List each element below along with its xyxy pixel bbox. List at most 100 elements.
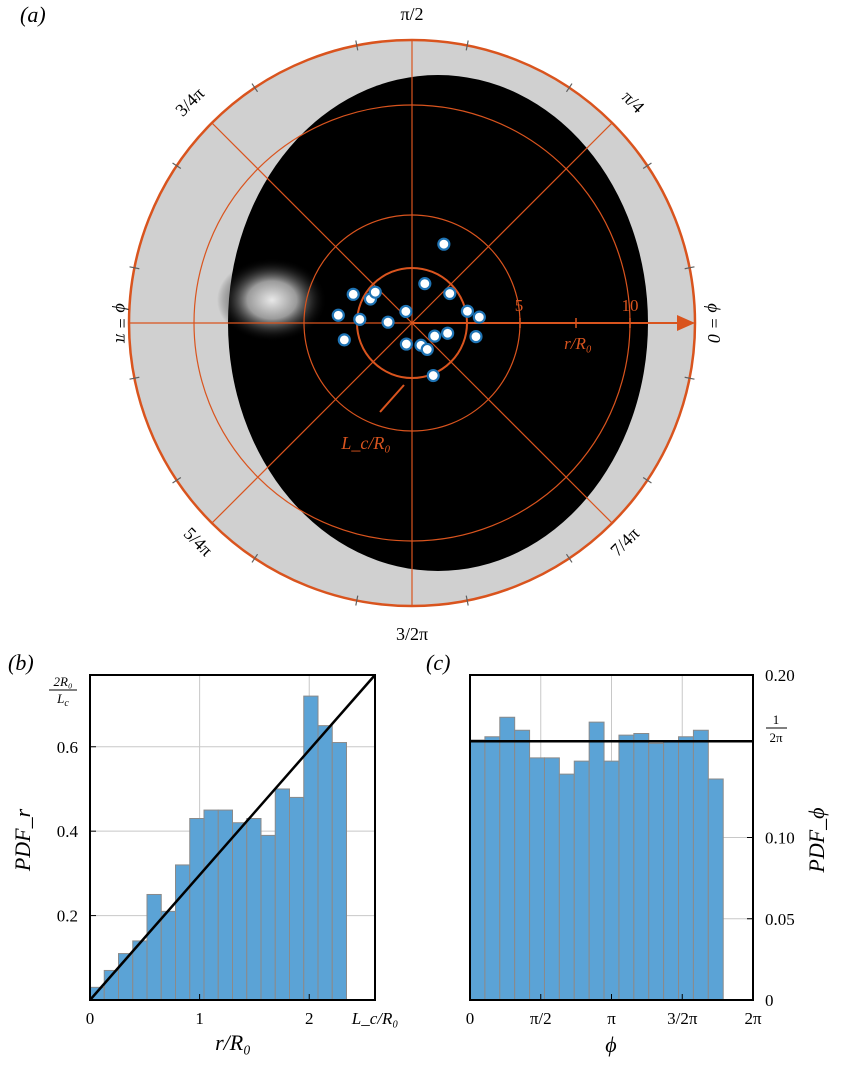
panel-c-bar-4 (529, 757, 545, 1001)
capture-radius-pointer (379, 384, 405, 413)
panel-c-ytick-label-2: 0.10 (765, 829, 795, 848)
panel-b-ytick-label-2: 0.6 (57, 738, 78, 757)
panel-b-ylabel: PDF_r (10, 808, 35, 872)
panel-b-reference-line (89, 674, 376, 1001)
outer-tick-13 (565, 553, 573, 563)
angle-label-phi-0: ϕ = 0 (704, 303, 724, 342)
particle-marker-7 (353, 312, 367, 326)
panel-c-xlabel: ϕ (605, 1032, 616, 1057)
panel-b-bar-4 (146, 893, 162, 1001)
panel-c-xtick-label-4: 2π (744, 1009, 762, 1028)
capture-radius-label: L_c/R₀ (340, 433, 390, 453)
panel-b-xtick-label-3: L_c/R₀ (351, 1009, 399, 1028)
angle-label-pi-over-4: π/4 (618, 87, 648, 117)
spoke-5 (211, 322, 413, 524)
panel-b-bar-6 (175, 864, 191, 1001)
radial-tick-label-5: 5 (515, 296, 524, 315)
panel-b-ytick-label-0: 0.2 (57, 907, 78, 926)
bright-spot (217, 258, 327, 342)
panel-c-bar-9 (603, 760, 620, 1001)
panel-b-xtick-label-1: 1 (195, 1009, 204, 1028)
outer-tick-marks (129, 40, 695, 606)
panel-c-y-ticks: 0 0.05 0.10 0.20 (747, 666, 795, 1010)
panel-c-ytick-label-0: 0 (765, 991, 774, 1010)
outer-tick-2 (565, 83, 573, 93)
panel-b-bar-7 (189, 818, 205, 1001)
panel-b-frame (89, 674, 376, 1001)
particle-marker-14 (399, 337, 413, 351)
outer-tick-1 (642, 162, 652, 170)
panel-b-x-ticks: 0 1 2 L_c/R₀ (86, 994, 399, 1028)
panel-b-bar-5 (160, 910, 176, 1001)
particle-marker-0 (418, 277, 432, 291)
panel-c-ref-label-numerator: 1 (773, 712, 780, 727)
particle-marker-16 (420, 342, 434, 357)
outer-tick-8 (129, 376, 140, 380)
panel-b-bar-11 (246, 818, 262, 1001)
angle-label-pi-over-2: π/2 (400, 4, 423, 24)
particle-marker-3 (346, 287, 360, 301)
panel-c-xtick-label-3: 3/2π (667, 1009, 698, 1028)
spoke-7 (411, 322, 613, 524)
panel-c-bar-5 (543, 757, 560, 1001)
panel-c-ref-label-denominator: 2π (769, 730, 783, 745)
panel-c-xtick-label-1: π/2 (530, 1009, 552, 1028)
panel-c-bar-11 (633, 733, 650, 1001)
panel-c-x-ticks: 0 π/2 π 3/2π 2π (466, 994, 762, 1028)
radial-axis-label: r/R₀ (564, 334, 592, 353)
panel-b-bar-17 (331, 742, 347, 1001)
panel-b-y-ticks: 0.2 0.4 0.6 (57, 738, 96, 926)
panel-b-bar-14 (289, 796, 305, 1001)
outer-tick-0 (684, 266, 695, 270)
particle-marker-11 (441, 326, 455, 340)
angle-label-7-4-pi: 7/4π (606, 523, 643, 560)
particle-markers (331, 237, 486, 383)
panel-c-bar-12 (648, 742, 665, 1001)
particle-marker-8 (381, 315, 395, 329)
panel-c-bar-13 (663, 741, 680, 1001)
particle-marker-5 (368, 285, 382, 299)
panel-c-bar-1 (484, 736, 501, 1001)
panel-c-ylabel: PDF_ϕ (804, 807, 829, 873)
panel-c-bar-3 (514, 729, 531, 1001)
angle-label-5-4-pi: 5/4π (180, 523, 217, 560)
particle-marker-9 (460, 304, 475, 318)
panel-a-polar-plot: (a) 5 10 r/R₀ L_c/R₀ π/2 3/2π π/4 (20, 2, 724, 644)
panel-b-ytick-label-1: 0.4 (57, 822, 79, 841)
angle-label-3-2-pi: 3/2π (396, 624, 428, 644)
outer-tick-7 (129, 266, 140, 270)
particle-marker-1 (399, 304, 413, 319)
particle-marker-10 (472, 310, 486, 324)
panel-b-xtick-label-0: 0 (86, 1009, 95, 1028)
outer-tick-6 (172, 162, 182, 170)
panel-c-bar-0 (469, 739, 486, 1001)
panel-c-bar-16 (707, 778, 724, 1001)
outer-tick-10 (251, 553, 259, 563)
particle-marker-6 (331, 308, 345, 322)
panel-b-top-label-denominator: Lc (56, 691, 69, 709)
particle-marker-17 (428, 329, 442, 343)
panel-b-bar-10 (232, 822, 248, 1001)
outer-tick-3 (465, 40, 469, 51)
panel-c-ytick-label-3: 0.20 (765, 666, 795, 685)
outer-tick-5 (251, 83, 259, 93)
panel-c-xtick-label-0: 0 (466, 1009, 475, 1028)
panel-b-top-label: 2R₀ Lc (49, 674, 77, 709)
angle-label-phi-pi: ϕ = π (112, 303, 132, 343)
panel-b-label: (b) (8, 650, 34, 675)
particle-marker-2 (443, 286, 457, 301)
panel-c-bar-14 (678, 736, 694, 1001)
panel-c-bar-6 (558, 773, 575, 1001)
radial-tick-label-10: 10 (622, 296, 639, 315)
panel-b-bar-13 (274, 788, 290, 1001)
panel-b-radial-pdf: (b) 0.2 0.4 0.6 0 1 2 L_c/R₀ 2R₀ Lc r/R₀ PDF_… (8, 650, 398, 1055)
particle-marker-13 (337, 333, 351, 347)
outer-tick-15 (684, 376, 695, 380)
panel-c-bar-7 (573, 760, 590, 1001)
particle-marker-12 (469, 329, 483, 344)
panel-c-angular-pdf: (c) 0 0.05 0.10 0.20 0 π/2 π 3/2π 2π 1 2π ϕ PDF… (426, 650, 829, 1057)
angle-label-3-4-pi: 3/4π (171, 83, 208, 120)
panel-c-bar-10 (618, 734, 635, 1001)
panel-c-ytick-label-1: 0.05 (765, 910, 795, 929)
